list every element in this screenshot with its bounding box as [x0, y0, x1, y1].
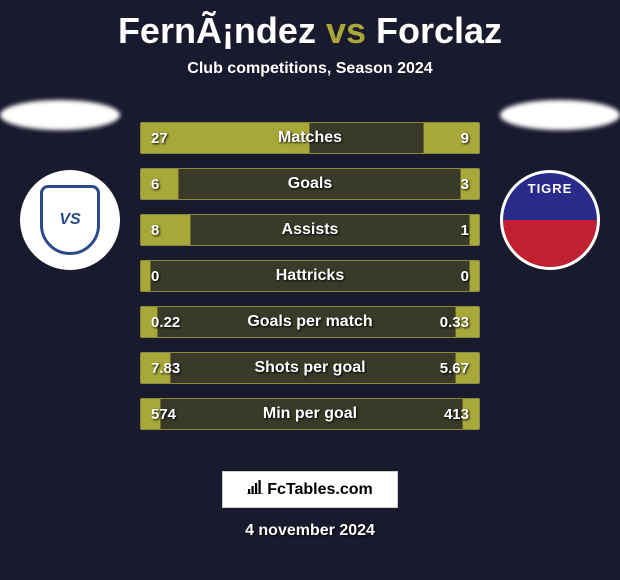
stat-value-right: 5.67: [440, 360, 469, 377]
stats-container: 27Matches9 6Goals3 8Assists1 0Hattricks0 0.2…: [140, 122, 480, 444]
stat-row: 7.83Shots per goal5.67: [140, 352, 480, 384]
header: FernÃ¡ndez vs Forclaz Club competitions,…: [0, 0, 620, 78]
stat-label: Goals: [141, 175, 479, 193]
player2-name: Forclaz: [376, 10, 502, 51]
stat-label: Matches: [141, 129, 479, 147]
subtitle: Club competitions, Season 2024: [0, 60, 620, 78]
brand-text: FcTables.com: [267, 481, 373, 498]
stat-label: Shots per goal: [141, 359, 479, 377]
stat-label: Assists: [141, 221, 479, 239]
brand-badge[interactable]: FcTables.com: [222, 471, 398, 508]
chart-icon: [247, 480, 263, 499]
stat-label: Min per goal: [141, 405, 479, 423]
stat-value-right: 9: [461, 130, 469, 147]
badge-right-text: TIGRE: [528, 181, 573, 196]
shield-text: VS: [59, 211, 80, 229]
stat-row: 8Assists1: [140, 214, 480, 246]
stat-row: 27Matches9: [140, 122, 480, 154]
player1-name: FernÃ¡ndez: [118, 10, 316, 51]
team-badge-right: TIGRE: [500, 170, 600, 270]
date-text: 4 november 2024: [0, 522, 620, 540]
spotlight-right: [500, 100, 620, 130]
page-title: FernÃ¡ndez vs Forclaz: [0, 10, 620, 52]
footer: FcTables.com 4 november 2024: [0, 471, 620, 540]
stat-value-right: 0: [461, 268, 469, 285]
stat-label: Goals per match: [141, 313, 479, 331]
stat-row: 0Hattricks0: [140, 260, 480, 292]
stat-value-right: 0.33: [440, 314, 469, 331]
stat-row: 6Goals3: [140, 168, 480, 200]
team-badge-left: VS: [20, 170, 120, 270]
stat-label: Hattricks: [141, 267, 479, 285]
stat-value-right: 1: [461, 222, 469, 239]
spotlight-left: [0, 100, 120, 130]
stat-value-right: 3: [461, 176, 469, 193]
shield-icon: VS: [40, 185, 100, 255]
stat-row: 0.22Goals per match0.33: [140, 306, 480, 338]
stat-value-right: 413: [444, 406, 469, 423]
stat-row: 574Min per goal413: [140, 398, 480, 430]
vs-text: vs: [326, 10, 366, 51]
